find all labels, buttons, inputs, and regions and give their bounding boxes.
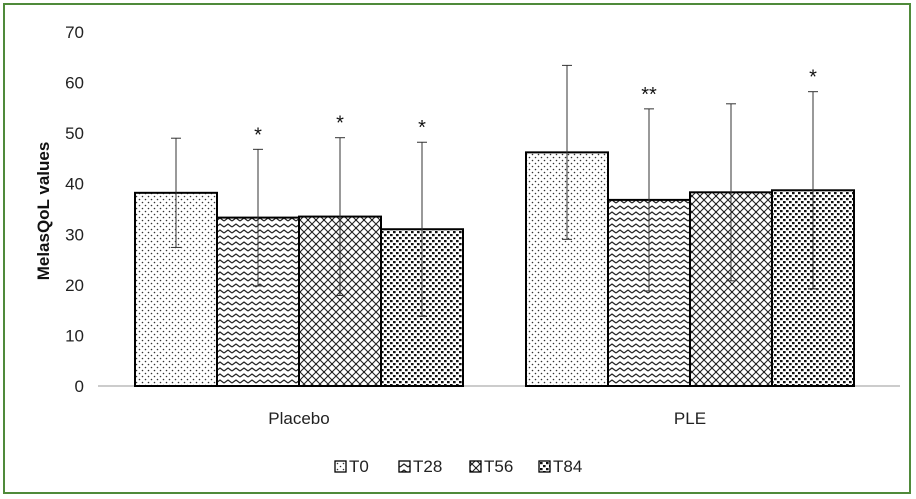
y-tick-label: 50 (65, 124, 84, 143)
significance-star: * (418, 117, 426, 139)
significance-marks: ** **** (254, 67, 817, 147)
legend-label-t84: T84 (553, 457, 582, 476)
y-axis-label: MelasQoL values (34, 142, 53, 281)
y-tick-label: 40 (65, 175, 84, 194)
y-tick-label: 0 (75, 377, 84, 396)
significance-star: ** (641, 84, 657, 106)
legend: T0 T28 T56 T84 (334, 457, 582, 476)
significance-star: * (809, 67, 817, 89)
bar-t0-ple (525, 151, 609, 387)
legend-swatch-t0 (334, 460, 347, 473)
bars (134, 151, 855, 387)
legend-label-t56: T56 (484, 457, 513, 476)
y-tick-label: 30 (65, 225, 84, 244)
y-tick-label: 20 (65, 276, 84, 295)
significance-star: * (254, 124, 262, 146)
legend-swatch-t56 (469, 460, 482, 473)
y-tick-label: 60 (65, 74, 84, 93)
legend-label-t0: T0 (349, 457, 369, 476)
y-tick-label: 10 (65, 326, 84, 345)
legend-swatch-t28 (398, 460, 411, 473)
bar-t0-placebo (134, 191, 218, 387)
legend-label-t28: T28 (413, 457, 442, 476)
category-label-placebo: Placebo (268, 409, 329, 428)
category-label-ple: PLE (674, 409, 706, 428)
category-labels: Placebo PLE (268, 409, 706, 428)
significance-star: * (336, 113, 344, 135)
legend-swatch-t84 (538, 460, 551, 473)
error-bars (171, 64, 818, 317)
y-tick-label: 70 (65, 23, 84, 42)
